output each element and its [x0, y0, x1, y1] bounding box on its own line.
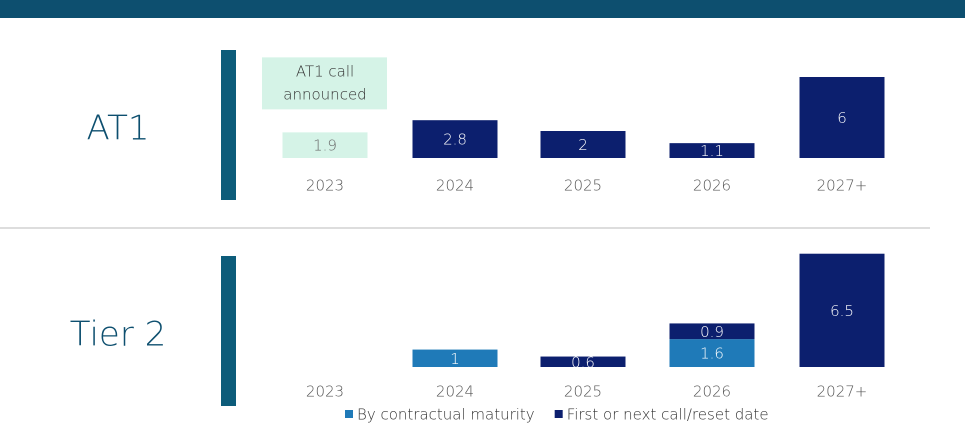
x-tick-label: 2024: [436, 383, 474, 401]
top-banner: [0, 0, 965, 18]
section-title: AT1: [86, 109, 149, 149]
section-bar: [221, 256, 236, 406]
x-tick-label: 2026: [693, 177, 731, 195]
bar: [540, 356, 626, 367]
value-label: 2.8: [443, 131, 467, 149]
section-bar: [221, 50, 236, 200]
legend-label: First or next call/reset date: [567, 406, 769, 424]
bar: [540, 131, 626, 158]
x-tick-label: 2026: [693, 383, 731, 401]
value-label: 0.9: [700, 323, 724, 341]
bar: [669, 323, 755, 340]
annotation: AT1 call announced: [283, 62, 366, 103]
bar: [282, 132, 368, 158]
value-label: 1: [450, 350, 460, 368]
legend-swatch: [554, 410, 563, 418]
annotation-box: [262, 57, 387, 110]
value-label: 6: [837, 109, 847, 127]
legend-label: By contractual maturity: [357, 406, 535, 424]
section-title: Tier 2: [70, 315, 167, 355]
x-tick-label: 2027+: [817, 383, 868, 401]
x-tick-label: 2027+: [817, 177, 868, 195]
x-tick-label: 2024: [436, 177, 474, 195]
legend-swatch: [345, 410, 353, 418]
bar: [412, 120, 498, 158]
value-label: 0.6: [571, 353, 595, 371]
bar: [412, 349, 498, 367]
value-label: 1.1: [700, 142, 724, 160]
x-tick-label: 2025: [564, 383, 602, 401]
value-label: 1.9: [313, 137, 337, 155]
x-tick-label: 2023: [306, 383, 344, 401]
value-label: 6.5: [830, 302, 854, 320]
bar: [669, 339, 755, 367]
value-label: 2: [578, 136, 588, 154]
x-tick-label: 2025: [564, 177, 602, 195]
bar: [799, 77, 885, 158]
bar: [799, 253, 885, 367]
x-tick-label: 2023: [306, 177, 344, 195]
value-label: 1.6: [700, 345, 724, 363]
bar: [669, 143, 755, 158]
